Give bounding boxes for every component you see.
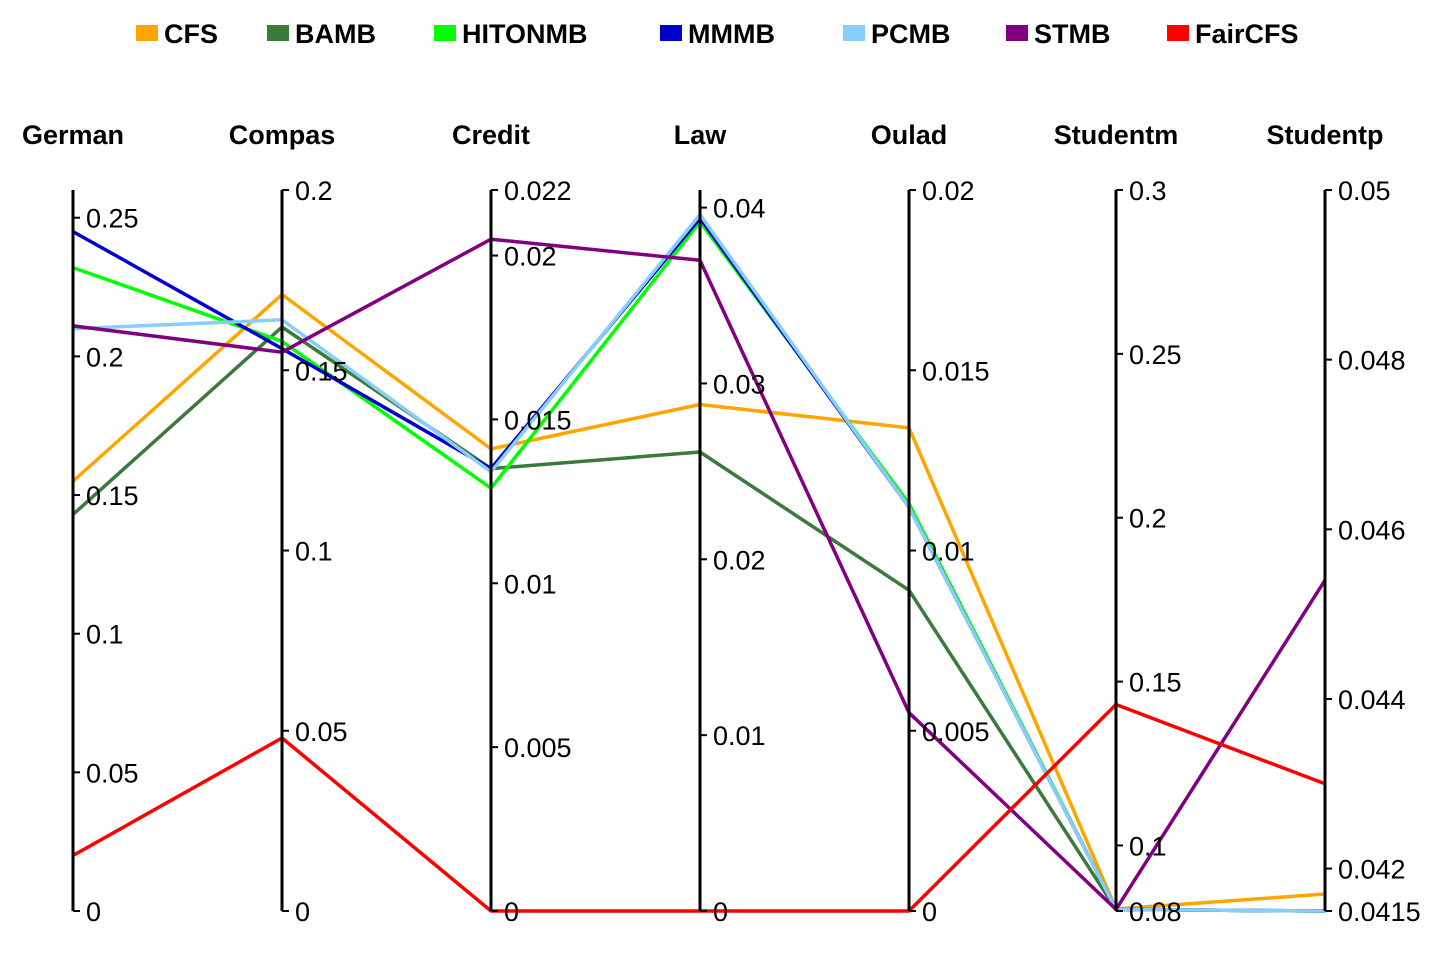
axis-title-studentp: Studentp — [1267, 120, 1384, 150]
legend-swatch — [660, 25, 682, 41]
legend-label: PCMB — [871, 19, 951, 49]
tick-label: 0.2 — [86, 342, 124, 372]
tick-label: 0.02 — [504, 242, 557, 272]
axis-studentp: 0.0415 0.042 0.044 0.046 0.048 0.05 — [1323, 176, 1421, 927]
tick-label: 0.04 — [713, 194, 766, 224]
tick-label: 0.15 — [1129, 668, 1182, 698]
legend-label: HITONMB — [462, 19, 588, 49]
tick-label: 0.3 — [1129, 176, 1167, 206]
tick-label: 0.022 — [504, 176, 572, 206]
tick-label: 0.02 — [922, 176, 975, 206]
tick-label: 0.01 — [713, 721, 766, 751]
legend-swatch — [1167, 25, 1189, 41]
axis-title-oulad: Oulad — [871, 120, 948, 150]
legend-label: BAMB — [295, 19, 376, 49]
tick-label: 0.015 — [922, 356, 990, 386]
legend: CFS BAMB HITONMB MMMB PCMB STMB FairCFS — [136, 19, 1299, 49]
axis-titles: German Compas Credit Law Oulad Studentm Studen… — [22, 120, 1384, 150]
legend-item-cfs: CFS — [136, 19, 218, 49]
legend-item-hitonmb: HITONMB — [434, 19, 588, 49]
legend-label: MMMB — [688, 19, 775, 49]
tick-label: 0.2 — [295, 176, 333, 206]
legend-swatch — [1006, 25, 1028, 41]
tick-label: 0.25 — [1129, 340, 1182, 370]
axis-title-compas: Compas — [229, 120, 336, 150]
legend-item-pcmb: PCMB — [843, 19, 951, 49]
legend-item-bamb: BAMB — [267, 19, 376, 49]
tick-label: 0.042 — [1338, 855, 1406, 885]
tick-label: 0.15 — [295, 356, 348, 386]
tick-label: 0.005 — [504, 733, 572, 763]
legend-label: STMB — [1034, 19, 1111, 49]
axis-title-law: Law — [674, 120, 728, 150]
axis-title-german: German — [22, 120, 124, 150]
axis-compas: 0 0.05 0.1 0.15 0.2 — [280, 176, 348, 927]
tick-label: 0 — [713, 897, 728, 927]
tick-label: 0.05 — [1338, 176, 1391, 206]
tick-label: 0.25 — [86, 204, 139, 234]
legend-swatch — [434, 25, 456, 41]
tick-label: 0 — [86, 897, 101, 927]
axis-title-credit: Credit — [452, 120, 530, 150]
tick-label: 0.03 — [713, 369, 766, 399]
tick-label: 0.1 — [1129, 831, 1167, 861]
tick-label: 0.044 — [1338, 685, 1406, 715]
tick-label: 0.1 — [86, 620, 124, 650]
tick-label: 0 — [295, 897, 310, 927]
legend-swatch — [267, 25, 289, 41]
legend-label: CFS — [164, 19, 218, 49]
legend-item-faircfs: FairCFS — [1167, 19, 1299, 49]
axis-title-studentm: Studentm — [1054, 120, 1179, 150]
tick-label: 0.05 — [295, 717, 348, 747]
legend-item-mmmb: MMMB — [660, 19, 775, 49]
tick-label: 0 — [504, 897, 519, 927]
tick-label: 0 — [922, 897, 937, 927]
tick-label: 0.02 — [713, 545, 766, 575]
tick-label: 0.2 — [1129, 504, 1167, 534]
axis-oulad: 0 0.005 0.01 0.015 0.02 — [907, 176, 990, 927]
tick-label: 0.0415 — [1338, 897, 1421, 927]
axes: 0 0.05 0.1 0.15 0.2 0.25 0 0.05 0.1 0.15 0.2 0 0.005… — [71, 176, 1421, 927]
axis-studentm: 0.08 0.1 0.15 0.2 0.25 0.3 — [1114, 176, 1182, 927]
axis-law: 0 0.01 0.02 0.03 0.04 — [698, 190, 766, 927]
axis-credit: 0 0.005 0.01 0.015 0.02 0.022 — [489, 176, 572, 927]
tick-label: 0.01 — [504, 569, 557, 599]
tick-label: 0.1 — [295, 537, 333, 567]
tick-label: 0.015 — [504, 405, 572, 435]
legend-item-stmb: STMB — [1006, 19, 1111, 49]
tick-label: 0.048 — [1338, 346, 1406, 376]
legend-swatch — [843, 25, 865, 41]
tick-label: 0.005 — [922, 717, 990, 747]
legend-label: FairCFS — [1195, 19, 1299, 49]
tick-label: 0.05 — [86, 758, 139, 788]
tick-label: 0.15 — [86, 481, 139, 511]
legend-swatch — [136, 25, 158, 41]
tick-label: 0.08 — [1129, 897, 1182, 927]
tick-label: 0.046 — [1338, 515, 1406, 545]
axis-german: 0 0.05 0.1 0.15 0.2 0.25 — [71, 190, 139, 927]
tick-label: 0.01 — [922, 537, 975, 567]
